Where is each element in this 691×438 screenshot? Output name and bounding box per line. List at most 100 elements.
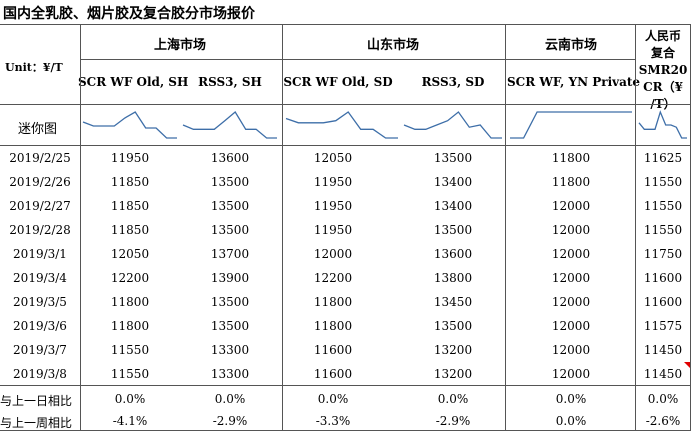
cell-sd-scr: 12000 <box>313 247 353 261</box>
page-title: 国内全乳胶、烟片胶及复合胶分市场报价 <box>3 6 255 22</box>
sparkline-sd-rss <box>403 111 502 139</box>
sparkline-yn-scr <box>510 111 632 139</box>
cell-yn-scr: 12000 <box>551 343 591 357</box>
cell-sd-scr: 11600 <box>313 367 353 381</box>
col-sh-rss: RSS3, SH <box>198 75 262 89</box>
cell-sh-rss: 13900 <box>210 271 250 285</box>
summary-sd-scr: 0.0% <box>317 392 349 406</box>
cell-sd-scr: 12050 <box>313 151 353 165</box>
cell-sh-rss: 13700 <box>210 247 250 261</box>
cell-sh-rss: 13500 <box>210 175 250 189</box>
sparkline-path <box>638 110 687 139</box>
sparkline-sh-rss <box>182 111 277 139</box>
cell-yn-scr: 12000 <box>551 271 591 285</box>
group-yunnan: 云南市场 <box>544 38 597 53</box>
sparkline-path <box>82 111 177 139</box>
divider-v2 <box>282 24 283 430</box>
mini-chart-label: 迷你图 <box>18 122 58 137</box>
table-row: 2019/3/8 11550 13300 11600 13200 12000 11450 <box>0 367 691 391</box>
unit-label: Unit：¥/T <box>5 61 63 74</box>
sparkline-path <box>285 111 398 139</box>
cell-smr: 11450 <box>643 343 683 357</box>
sparkline-path <box>510 111 632 139</box>
cell-sd-rss: 13400 <box>433 175 473 189</box>
row-date: 2019/3/6 <box>13 319 67 333</box>
table-row: 2019/2/28 11850 13500 11950 13500 12000 11550 <box>0 223 691 247</box>
cell-smr: 11600 <box>643 295 683 309</box>
col-sh-scr: SCR WF Old, SH <box>78 75 189 89</box>
divider-v1 <box>80 24 81 430</box>
summary-sd-scr: -3.3% <box>315 414 351 428</box>
summary-label: 与上一周相比 <box>0 416 73 430</box>
cell-sd-rss: 13500 <box>433 151 473 165</box>
cell-smr: 11625 <box>643 151 683 165</box>
cell-sh-scr: 11850 <box>110 223 150 237</box>
table-row: 2019/3/7 11550 13300 11600 13200 12000 11450 <box>0 343 691 367</box>
data-divider <box>0 385 691 386</box>
summary-sh-rss: 0.0% <box>214 392 246 406</box>
bottom-divider <box>0 430 691 431</box>
summary-row: 与上一日相比 0.0% 0.0% 0.0% 0.0% 0.0% 0.0% <box>0 392 691 416</box>
divider-v3 <box>505 24 506 430</box>
cell-sh-scr: 11550 <box>110 367 150 381</box>
summary-sh-scr: -4.1% <box>112 414 148 428</box>
cell-smr: 11575 <box>643 319 683 333</box>
cell-sd-rss: 13800 <box>433 271 473 285</box>
cell-sh-scr: 11850 <box>110 199 150 213</box>
cell-sd-scr: 11950 <box>313 199 353 213</box>
group-divider <box>80 59 635 60</box>
sparkline-path <box>403 111 502 139</box>
cell-yn-scr: 11800 <box>551 175 591 189</box>
cell-sd-rss: 13200 <box>433 367 473 381</box>
row-date: 2019/2/28 <box>9 223 71 237</box>
col-smr: 人民币 复合 SMR20 CR（¥ /T） <box>636 28 690 113</box>
row-date: 2019/3/5 <box>13 295 67 309</box>
row-date: 2019/3/7 <box>13 343 67 357</box>
title-divider <box>0 24 691 25</box>
cell-sd-scr: 12200 <box>313 271 353 285</box>
cell-sd-scr: 11950 <box>313 175 353 189</box>
rmb-line1: 人民币 <box>644 29 681 43</box>
cell-sh-scr: 11800 <box>110 319 150 333</box>
cell-sd-rss: 13500 <box>433 223 473 237</box>
cell-sh-scr: 11800 <box>110 295 150 309</box>
table-row: 2019/3/6 11800 13500 11800 13500 12000 11575 <box>0 319 691 343</box>
cell-sh-scr: 11850 <box>110 175 150 189</box>
group-shandong: 山东市场 <box>366 38 419 53</box>
row-date: 2019/2/26 <box>9 175 71 189</box>
table-row: 2019/2/27 11850 13500 11950 13400 12000 11550 <box>0 199 691 223</box>
table-row: 2019/3/1 12050 13700 12000 13600 12000 11750 <box>0 247 691 271</box>
table-row: 2019/3/4 12200 13900 12200 13800 12000 11600 <box>0 271 691 295</box>
cell-sd-scr: 11800 <box>313 319 353 333</box>
cell-yn-scr: 12000 <box>551 319 591 333</box>
sparkline-sd-scr <box>285 111 398 139</box>
cell-yn-scr: 11800 <box>551 151 591 165</box>
cell-yn-scr: 12000 <box>551 223 591 237</box>
summary-sd-rss: -2.9% <box>435 414 471 428</box>
row-date: 2019/2/27 <box>9 199 71 213</box>
smr-line2: CR（¥ <box>643 80 683 94</box>
rmb-line2: 复合 <box>650 46 675 60</box>
cell-sh-scr: 11950 <box>110 151 150 165</box>
cell-sd-scr: 11800 <box>313 295 353 309</box>
cell-smr: 11750 <box>643 247 683 261</box>
col-yn-scr: SCR WF, YN Private <box>507 75 641 89</box>
comment-marker-icon <box>684 362 690 368</box>
divider-v4 <box>635 24 636 430</box>
cell-sh-rss: 13600 <box>210 151 250 165</box>
table-row: 2019/2/25 11950 13600 12050 13500 11800 11625 <box>0 151 691 175</box>
summary-yn-scr: 0.0% <box>555 414 587 428</box>
cell-sh-rss: 13300 <box>210 343 250 357</box>
table-row: 2019/2/26 11850 13500 11950 13400 11800 11550 <box>0 175 691 199</box>
cell-smr: 11550 <box>643 175 683 189</box>
sparkline-sh-scr <box>82 111 177 139</box>
summary-sh-rss: -2.9% <box>212 414 248 428</box>
sparkline-divider <box>0 145 691 146</box>
summary-smr: -2.6% <box>645 414 681 428</box>
row-date: 2019/3/1 <box>13 247 67 261</box>
group-shanghai: 上海市场 <box>153 38 206 53</box>
row-date: 2019/3/4 <box>13 271 67 285</box>
summary-yn-scr: 0.0% <box>555 392 587 406</box>
cell-yn-scr: 12000 <box>551 295 591 309</box>
cell-sh-rss: 13500 <box>210 295 250 309</box>
